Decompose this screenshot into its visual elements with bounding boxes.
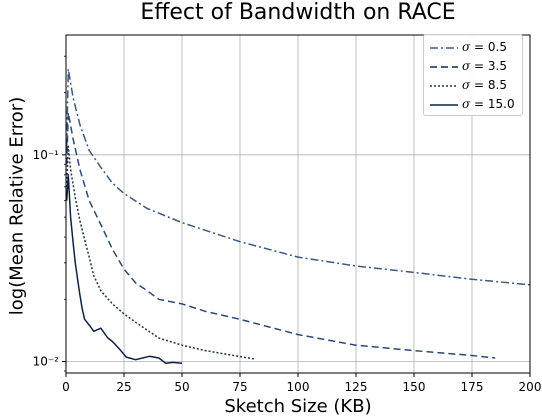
series-line	[65, 68, 531, 286]
x-tick-label: 75	[232, 380, 247, 394]
chart-title: Effect of Bandwidth on RACE	[140, 0, 456, 25]
x-tick-label: 125	[345, 380, 368, 394]
x-axis-label: Sketch Size (KB)	[224, 396, 372, 417]
legend-label: σ = 15.0	[462, 97, 515, 111]
series-line	[65, 111, 496, 359]
x-tick-label: 100	[287, 380, 310, 394]
series-line	[65, 174, 183, 365]
y-tick-label: 10⁻²	[33, 355, 60, 369]
y-tick-label: 10⁻¹	[33, 148, 60, 162]
x-tick-label: 175	[461, 380, 484, 394]
legend-label: σ = 3.5	[462, 59, 507, 73]
x-tick-label: 150	[403, 380, 426, 394]
legend-entry: σ = 3.5	[424, 58, 524, 76]
legend-entry: σ = 8.5	[424, 77, 524, 95]
legend-label: σ = 8.5	[462, 78, 507, 92]
x-tick-label: 50	[174, 380, 189, 394]
x-tick-label: 0	[62, 380, 70, 394]
legend-entry: σ = 0.5	[424, 39, 524, 57]
legend: σ = 0.5 σ = 3.5 σ = 8.5 σ = 15.0	[423, 34, 523, 116]
series-line	[65, 145, 255, 360]
legend-label: σ = 0.5	[462, 40, 507, 54]
x-tick-label: 25	[116, 380, 131, 394]
y-axis-label: log(Mean Relative Error)	[6, 96, 28, 316]
x-tick-label: 200	[519, 380, 542, 394]
legend-entry: σ = 15.0	[424, 96, 524, 114]
